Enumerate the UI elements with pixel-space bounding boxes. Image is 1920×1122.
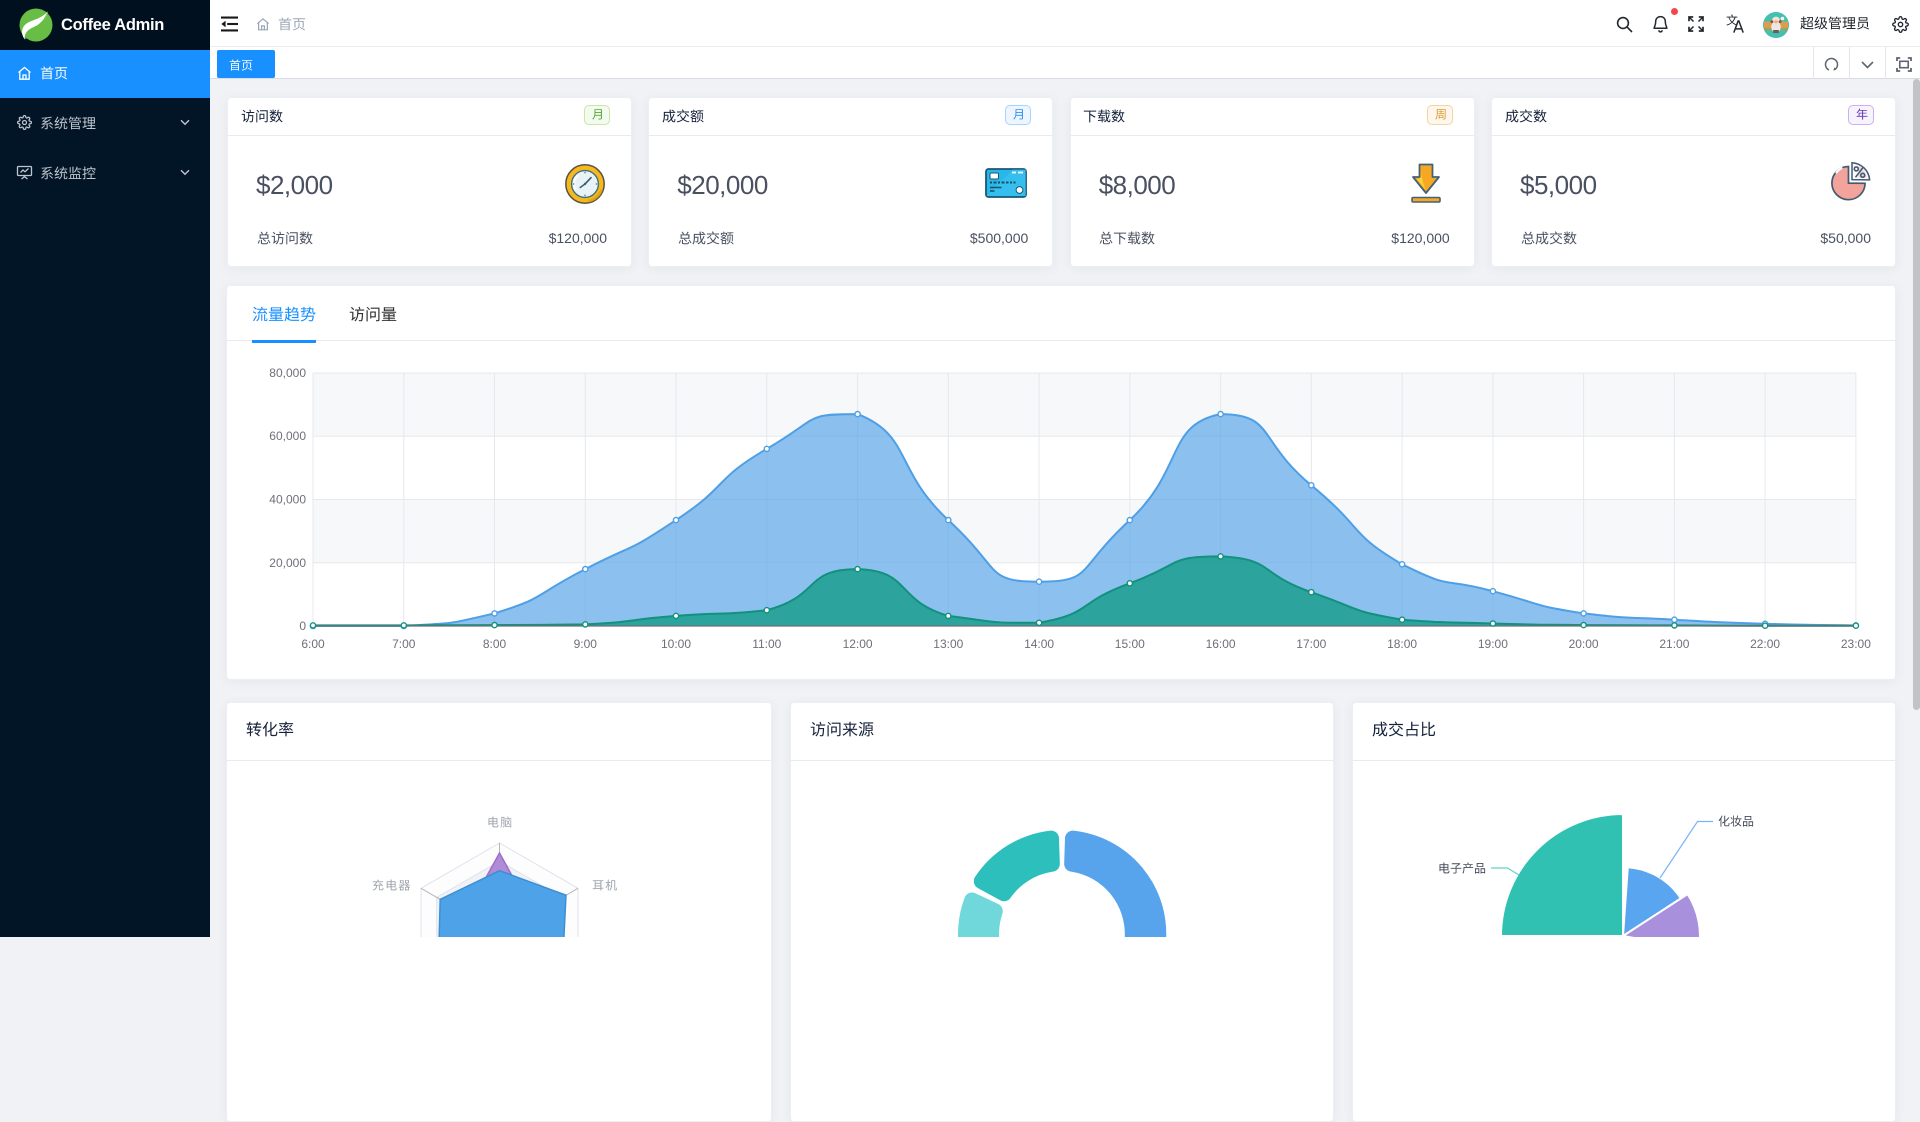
svg-text:40,000: 40,000 (269, 493, 306, 507)
svg-text:0: 0 (299, 619, 306, 633)
svg-text:22:00: 22:00 (1750, 637, 1780, 651)
svg-text:15:00: 15:00 (1115, 637, 1145, 651)
svg-text:7:00: 7:00 (392, 637, 416, 651)
svg-text:9:00: 9:00 (574, 637, 598, 651)
svg-text:16:00: 16:00 (1206, 637, 1236, 651)
svg-text:8:00: 8:00 (483, 637, 507, 651)
svg-text:20,000: 20,000 (269, 556, 306, 570)
svg-text:10:00: 10:00 (661, 637, 691, 651)
svg-text:60,000: 60,000 (269, 429, 306, 443)
svg-text:21:00: 21:00 (1659, 637, 1689, 651)
svg-text:13:00: 13:00 (933, 637, 963, 651)
svg-text:18:00: 18:00 (1387, 637, 1417, 651)
svg-text:19:00: 19:00 (1478, 637, 1508, 651)
svg-text:20:00: 20:00 (1569, 637, 1599, 651)
svg-text:14:00: 14:00 (1024, 637, 1054, 651)
svg-text:12:00: 12:00 (843, 637, 873, 651)
svg-text:6:00: 6:00 (301, 637, 325, 651)
svg-text:11:00: 11:00 (752, 637, 781, 651)
svg-text:17:00: 17:00 (1296, 637, 1326, 651)
svg-text:23:00: 23:00 (1841, 637, 1871, 651)
svg-text:80,000: 80,000 (269, 366, 306, 380)
